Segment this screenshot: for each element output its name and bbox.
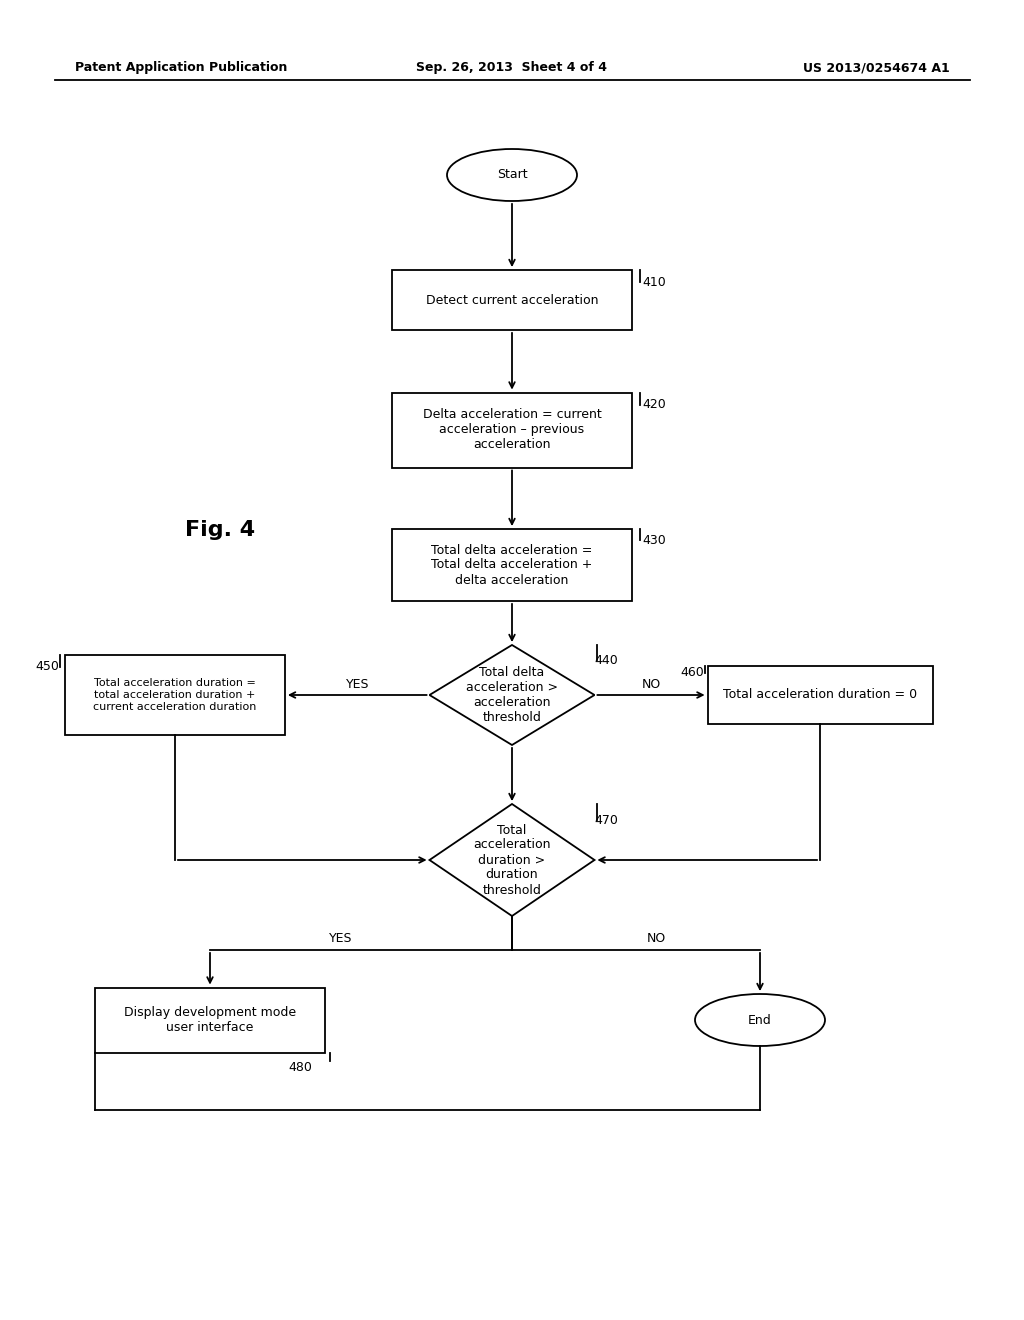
Text: Total
acceleration
duration >
duration
threshold: Total acceleration duration > duration t…	[473, 824, 551, 896]
Text: 450: 450	[35, 660, 59, 673]
Text: Display development mode
user interface: Display development mode user interface	[124, 1006, 296, 1034]
Text: Detect current acceleration: Detect current acceleration	[426, 293, 598, 306]
Polygon shape	[429, 645, 595, 744]
Text: YES: YES	[345, 678, 369, 692]
Text: Patent Application Publication: Patent Application Publication	[75, 62, 288, 74]
Bar	[392, 392, 632, 467]
Ellipse shape	[447, 149, 577, 201]
Bar	[708, 667, 933, 723]
Bar	[392, 529, 632, 601]
Text: 470: 470	[595, 813, 618, 826]
Bar	[392, 271, 632, 330]
Text: Total delta
acceleration >
acceleration
threshold: Total delta acceleration > acceleration …	[466, 667, 558, 723]
Text: Total acceleration duration = 0: Total acceleration duration = 0	[723, 689, 918, 701]
Text: US 2013/0254674 A1: US 2013/0254674 A1	[803, 62, 950, 74]
Text: 480: 480	[288, 1061, 312, 1074]
Text: Delta acceleration = current
acceleration – previous
acceleration: Delta acceleration = current acceleratio…	[423, 408, 601, 451]
Text: YES: YES	[330, 932, 352, 945]
Bar	[65, 655, 285, 735]
Text: 460: 460	[681, 667, 705, 680]
Text: Sep. 26, 2013  Sheet 4 of 4: Sep. 26, 2013 Sheet 4 of 4	[417, 62, 607, 74]
Text: 420: 420	[642, 399, 666, 412]
Text: 430: 430	[642, 533, 666, 546]
Bar	[95, 987, 325, 1052]
Ellipse shape	[695, 994, 825, 1045]
Text: NO: NO	[641, 678, 660, 692]
Polygon shape	[429, 804, 595, 916]
Text: End: End	[749, 1014, 772, 1027]
Text: 410: 410	[642, 276, 666, 289]
Text: Total acceleration duration =
total acceleration duration +
current acceleration: Total acceleration duration = total acce…	[93, 678, 257, 711]
Text: NO: NO	[646, 932, 666, 945]
Text: Start: Start	[497, 169, 527, 181]
Text: Total delta acceleration =
Total delta acceleration +
delta acceleration: Total delta acceleration = Total delta a…	[431, 544, 593, 586]
Text: Fig. 4: Fig. 4	[185, 520, 255, 540]
Text: 440: 440	[595, 653, 618, 667]
